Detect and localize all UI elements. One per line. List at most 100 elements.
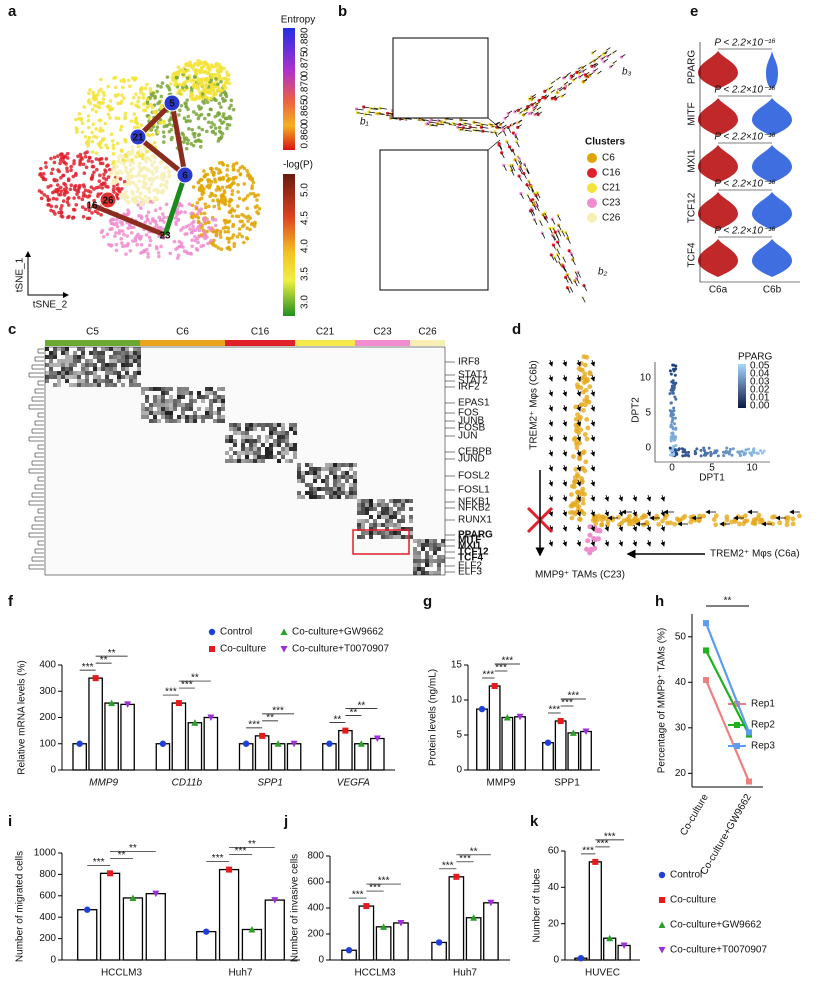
velocity-arrow [551, 218, 556, 225]
y-tick-label: 200 [39, 933, 56, 944]
inset-dot [731, 447, 735, 451]
cell-dot [580, 389, 586, 395]
cell-dot [210, 241, 214, 246]
heat-cell [245, 447, 249, 451]
velocity-arrow [519, 166, 524, 172]
cell-dot [211, 229, 216, 234]
cell-dot [86, 195, 90, 199]
heat-cell [105, 383, 109, 387]
cell-dot [203, 236, 207, 241]
velocity-arrow [574, 280, 578, 287]
bar [120, 703, 135, 771]
cell-dot [59, 176, 63, 180]
legend-label: Control [220, 627, 252, 638]
heat-cell [297, 475, 301, 479]
violin [698, 98, 738, 136]
significance-label: *** [82, 662, 94, 673]
heat-cell [81, 363, 85, 367]
heat-cell [373, 523, 377, 527]
velocity-arrow [646, 509, 652, 517]
inset-dot [681, 450, 685, 454]
cell-dot [161, 130, 166, 134]
velocity-arrow [590, 359, 596, 367]
cell-dot [110, 227, 114, 231]
cell-dot [116, 101, 120, 106]
cell-dot [237, 196, 242, 201]
cell-dot [114, 180, 118, 185]
significance-label: ** [191, 673, 199, 684]
cell-dot [125, 234, 130, 238]
significance-label: *** [369, 883, 381, 894]
cell-dot [147, 116, 152, 120]
cell-dot [162, 215, 167, 220]
heat-cell [265, 439, 269, 443]
legend-label: Control [670, 870, 702, 881]
heat-cell [177, 415, 181, 419]
inset-dot [728, 449, 732, 453]
cell-dot [50, 167, 55, 172]
cell-dot [159, 103, 164, 108]
heat-cell [333, 463, 337, 467]
cell-dot [86, 204, 91, 208]
cell-dot [155, 246, 159, 251]
heat-cell [85, 375, 89, 379]
cell-dot [500, 151, 504, 155]
inset-dot [670, 388, 674, 392]
heat-cell [149, 419, 153, 423]
heat-cell [65, 371, 69, 375]
cell-dot [214, 223, 218, 228]
legend-label: Co-culture+T0070907 [670, 945, 767, 956]
velocity-arrow [548, 404, 554, 412]
y-tick-label: 20 [675, 768, 687, 779]
heat-cell [441, 539, 445, 543]
cell-dot [189, 214, 194, 219]
significance-label: *** [501, 656, 513, 667]
inset-dot [674, 451, 678, 455]
bar [171, 702, 187, 771]
velocity-arrow [544, 94, 550, 99]
cell-dot [635, 518, 641, 524]
data-point [544, 739, 552, 746]
bar [483, 902, 499, 961]
cell-dot [49, 171, 54, 176]
cell-dot [120, 85, 125, 90]
cell-dot [220, 131, 225, 136]
heat-cell [81, 355, 85, 359]
heat-cell [385, 503, 389, 507]
cell-dot [118, 169, 122, 173]
heat-cell [129, 359, 133, 363]
y-tick-label: 5 [456, 730, 462, 741]
heat-cell [129, 379, 133, 383]
heat-cell [81, 379, 85, 383]
heat-cell [61, 363, 65, 367]
cell-dot [724, 514, 730, 520]
heat-cell [257, 451, 261, 455]
heat-cell [325, 475, 329, 479]
cell-dot [74, 171, 78, 176]
cell-dot [179, 103, 184, 108]
bar [370, 737, 385, 771]
velocity-arrow [601, 56, 606, 60]
data-point [248, 926, 256, 933]
heat-cell [133, 379, 137, 383]
cell-dot [137, 214, 141, 218]
cell-dot [225, 168, 230, 172]
heat-cell [297, 479, 301, 483]
heat-cell [365, 531, 369, 535]
cell-dot [253, 220, 257, 225]
cell-dot [176, 69, 181, 74]
cell-dot [790, 516, 796, 522]
cell-dot [92, 170, 96, 175]
cell-dot [579, 476, 584, 481]
heat-cell [401, 499, 405, 503]
y-axis-label: Percentage of MMP9⁺ TAMs (%) [657, 628, 668, 774]
gene-label: FOSL2 [458, 471, 490, 482]
velocity-arrow [606, 47, 611, 51]
cell-dot [120, 93, 124, 98]
heat-cell [269, 423, 273, 427]
significance-label: *** [378, 876, 390, 887]
cell-dot [128, 223, 132, 227]
heat-cell [53, 375, 57, 379]
trajectory-label: TREM2⁺ Mφs (C6b) [529, 360, 540, 450]
significance-label: *** [248, 720, 260, 731]
